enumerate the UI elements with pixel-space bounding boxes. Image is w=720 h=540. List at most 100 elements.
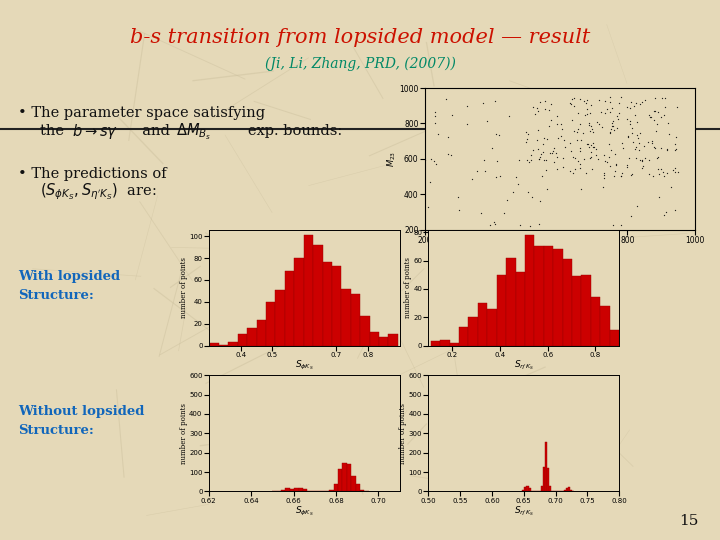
Point (632, 134, 644, 143)
Point (656, 94, 667, 103)
Point (529, 110, 541, 118)
Bar (544, 246, 553, 346)
Point (615, 220, 626, 229)
Point (648, 143, 660, 151)
Text: 15: 15 (679, 514, 698, 528)
Point (604, 108, 616, 117)
Point (605, 128, 616, 137)
Point (654, 143, 666, 152)
Bar (388, 334, 398, 346)
Point (580, 110, 591, 119)
Point (587, 125, 598, 133)
Point (466, 175, 477, 184)
Point (607, 122, 618, 130)
Point (605, 162, 616, 171)
Point (558, 136, 570, 144)
Point (534, 155, 545, 164)
Point (648, 107, 660, 116)
Point (533, 107, 544, 116)
Point (572, 109, 584, 118)
Point (432, 130, 444, 139)
Point (670, 145, 682, 153)
Point (590, 145, 602, 153)
Point (630, 153, 642, 162)
Bar (247, 328, 256, 346)
Point (630, 99, 642, 107)
Point (598, 171, 610, 179)
Bar (497, 275, 506, 346)
Point (611, 160, 622, 169)
Point (622, 133, 634, 141)
Point (581, 96, 593, 104)
Point (604, 93, 616, 102)
Point (523, 158, 534, 166)
Point (442, 133, 454, 141)
Bar (440, 340, 449, 346)
Point (661, 145, 672, 154)
Bar (526, 486, 528, 491)
Point (616, 139, 628, 147)
Point (599, 157, 611, 165)
Point (638, 142, 649, 151)
Point (527, 103, 539, 111)
Bar (281, 490, 285, 491)
Point (429, 119, 441, 127)
Point (626, 170, 637, 179)
Point (443, 150, 454, 159)
Point (569, 102, 580, 110)
Point (646, 137, 657, 145)
Point (499, 208, 510, 217)
Point (490, 173, 501, 182)
Point (475, 209, 487, 218)
Text: b-s transition from lopsided model — result: b-s transition from lopsided model — res… (130, 28, 590, 48)
Bar (219, 345, 228, 346)
Point (596, 122, 608, 131)
Bar (347, 464, 351, 491)
Point (609, 150, 621, 159)
Point (658, 172, 670, 180)
Point (655, 112, 667, 121)
Point (660, 207, 672, 216)
Point (598, 174, 610, 183)
Point (593, 119, 605, 128)
Bar (256, 320, 266, 346)
Point (636, 164, 648, 172)
Point (546, 116, 557, 124)
Point (478, 156, 490, 165)
Point (453, 206, 464, 215)
Text: $b \rightarrow s\gamma$: $b \rightarrow s\gamma$ (72, 122, 118, 141)
Point (570, 165, 581, 173)
Point (545, 100, 557, 109)
Point (670, 164, 681, 173)
Point (583, 142, 595, 151)
Bar (289, 489, 294, 491)
Point (585, 148, 597, 157)
Point (574, 119, 585, 128)
Point (580, 168, 591, 177)
Text: the: the (40, 124, 73, 138)
Point (613, 99, 625, 108)
Point (528, 146, 539, 155)
Point (600, 97, 611, 105)
Bar (545, 442, 547, 491)
Bar (506, 258, 516, 346)
Point (585, 126, 596, 135)
Point (578, 97, 590, 106)
Point (598, 183, 609, 192)
Point (492, 157, 503, 165)
Point (670, 145, 681, 154)
Point (574, 146, 585, 155)
Point (581, 105, 593, 113)
Point (669, 206, 680, 214)
Point (586, 165, 598, 173)
Point (520, 138, 531, 146)
Point (501, 196, 513, 205)
Point (477, 98, 489, 107)
Point (581, 139, 593, 148)
Point (551, 120, 562, 129)
Point (652, 107, 663, 116)
Bar (276, 290, 285, 346)
Point (534, 220, 545, 228)
Point (606, 104, 618, 112)
Bar (329, 490, 333, 491)
